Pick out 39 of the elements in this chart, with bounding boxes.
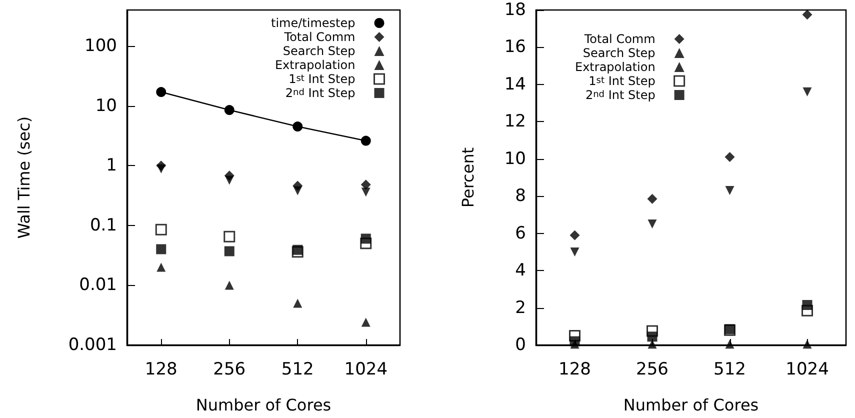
legend-label: 1st Int Step bbox=[588, 74, 656, 88]
legend-label: 2nd Int Step bbox=[285, 86, 356, 100]
x-axis-title: Number of Cores bbox=[196, 396, 332, 414]
legend-label: time/timestep bbox=[271, 16, 356, 30]
y-tick-label: 14 bbox=[504, 74, 526, 94]
y-tick-label: 10 bbox=[95, 96, 117, 116]
x-tick-label: 256 bbox=[636, 360, 668, 380]
y-tick-label: 100 bbox=[84, 36, 117, 56]
x-tick-label: 1024 bbox=[344, 360, 388, 380]
y-tick-label: 8 bbox=[515, 186, 526, 206]
x-axis-title: Number of Cores bbox=[623, 396, 759, 414]
y-tick-label: 0.001 bbox=[68, 335, 117, 355]
x-tick-label: 128 bbox=[144, 360, 178, 380]
y-tick-label: 18 bbox=[504, 0, 526, 20]
y-axis-title: Percent bbox=[458, 147, 478, 208]
y-tick-label: 0.1 bbox=[90, 215, 117, 236]
y-axis-title: Wall Time (sec) bbox=[14, 116, 34, 239]
legend-label: Extrapolation bbox=[274, 58, 356, 72]
legend-label: Extrapolation bbox=[574, 60, 656, 74]
y-tick-label: 10 bbox=[504, 148, 526, 169]
y-tick-label: 1 bbox=[106, 156, 117, 176]
x-tick-label: 512 bbox=[714, 360, 746, 380]
y-tick-label: 12 bbox=[504, 112, 526, 132]
legend-label: Total Comm bbox=[283, 30, 356, 44]
legend-label: 2nd Int Step bbox=[585, 88, 656, 102]
legend-label: Total Comm bbox=[583, 32, 656, 46]
x-tick-label: 256 bbox=[213, 360, 246, 380]
y-tick-label: 4 bbox=[515, 260, 526, 281]
legend-label: Search Step bbox=[282, 44, 356, 58]
x-tick-label: 512 bbox=[281, 360, 314, 380]
x-tick-label: 128 bbox=[558, 360, 591, 380]
x-tick-label: 1024 bbox=[786, 360, 829, 380]
y-tick-label: 6 bbox=[515, 223, 526, 244]
y-tick-label: 16 bbox=[504, 37, 526, 58]
legend-label: 1st Int Step bbox=[288, 72, 356, 86]
y-tick-label: 0.01 bbox=[79, 275, 117, 296]
y-tick-label: 2 bbox=[515, 298, 526, 318]
legend-label: Search Step bbox=[582, 46, 656, 60]
y-tick-label: 0 bbox=[515, 335, 526, 355]
